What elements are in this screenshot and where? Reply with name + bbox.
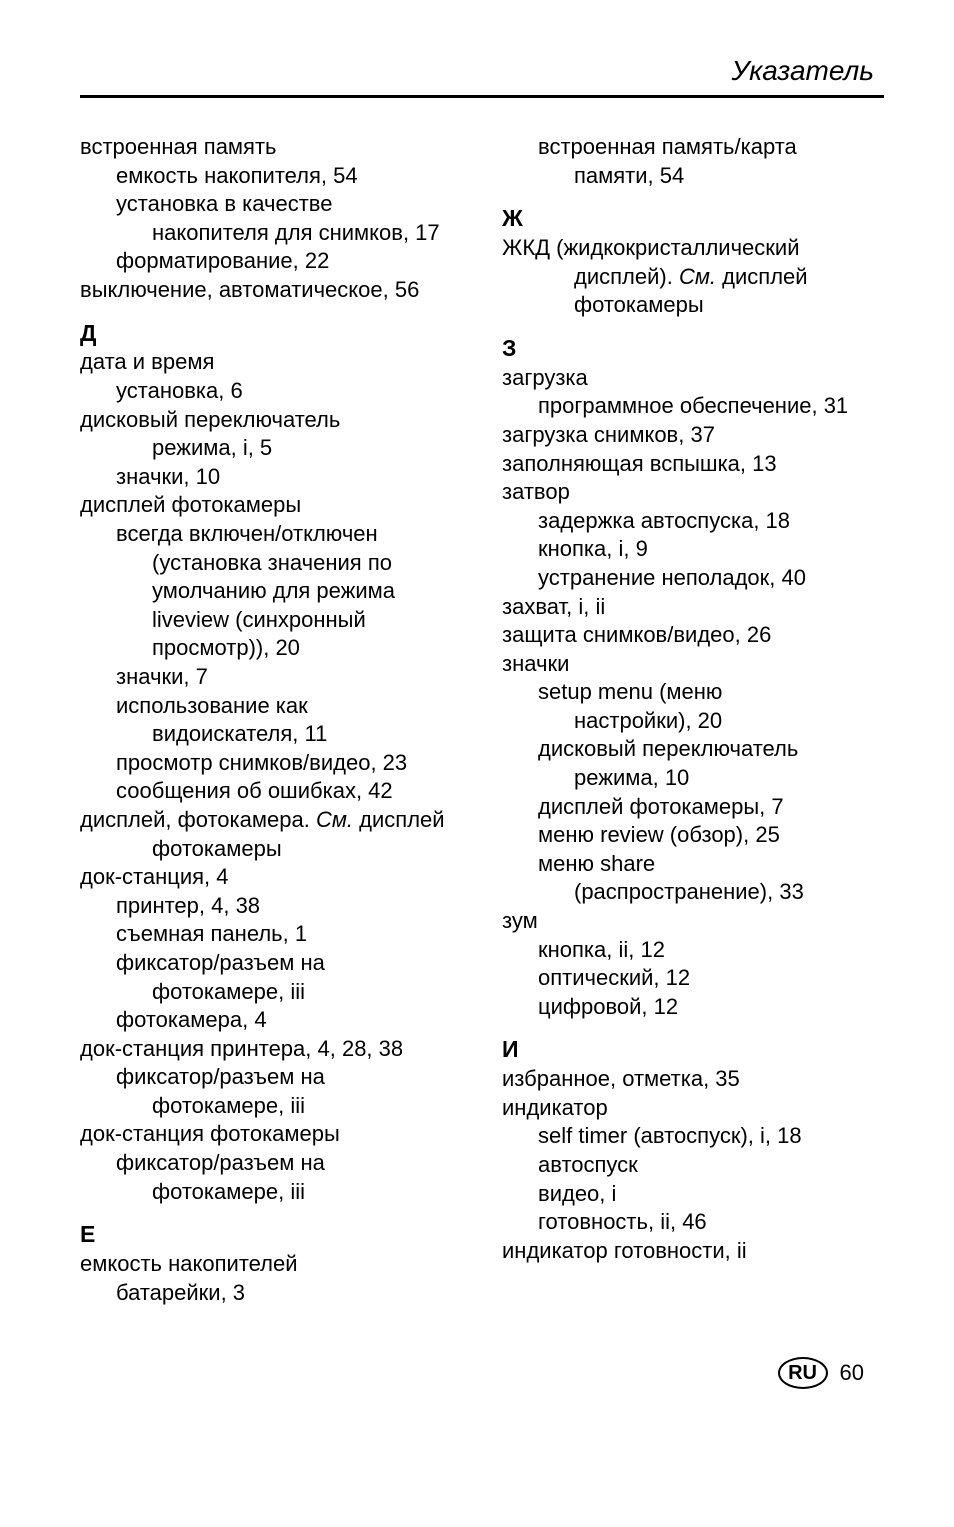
section-heading: И — [502, 1035, 884, 1065]
index-entry: затвор — [502, 478, 884, 507]
page-number: 60 — [840, 1360, 864, 1386]
index-entry: съемная панель, 1 — [80, 920, 462, 949]
index-entry: меню review (обзор), 25 — [502, 821, 884, 850]
index-entry: форматирование, 22 — [80, 247, 462, 276]
index-entry: всегда включен/отключен — [80, 520, 462, 549]
index-entry: режима, i, 5 — [80, 434, 462, 463]
index-entry: фотокамере, iii — [80, 978, 462, 1007]
index-entry: загрузка снимков, 37 — [502, 421, 884, 450]
index-entry: дисплей фотокамеры, 7 — [502, 793, 884, 822]
index-entry: видео, i — [502, 1180, 884, 1209]
index-entry: дата и время — [80, 348, 462, 377]
index-column-right: встроенная память/картапамяти, 54 ЖЖКД (ж… — [502, 133, 884, 1307]
index-entry: настройки), 20 — [502, 707, 884, 736]
language-badge: RU — [778, 1357, 828, 1389]
index-entry: фотокамере, iii — [80, 1178, 462, 1207]
header-rule — [80, 95, 884, 98]
index-entry: индикатор готовности, ii — [502, 1237, 884, 1266]
index-entry: кнопка, ii, 12 — [502, 936, 884, 965]
index-entry: встроенная память — [80, 133, 462, 162]
index-entry: дисплей). См. дисплей — [502, 263, 884, 292]
index-entry: фотокамере, iii — [80, 1092, 462, 1121]
index-entry: принтер, 4, 38 — [80, 892, 462, 921]
index-entry: устранение неполадок, 40 — [502, 564, 884, 593]
index-entry: просмотр снимков/видео, 23 — [80, 749, 462, 778]
index-entry: значки — [502, 650, 884, 679]
index-entry: фотокамера, 4 — [80, 1006, 462, 1035]
index-entry: программное обеспечение, 31 — [502, 392, 884, 421]
index-entry: цифровой, 12 — [502, 993, 884, 1022]
index-entry: оптический, 12 — [502, 964, 884, 993]
index-entry: self timer (автоспуск), i, 18 — [502, 1122, 884, 1151]
index-entry: кнопка, i, 9 — [502, 535, 884, 564]
index-entry: (установка значения по — [80, 549, 462, 578]
index-entry: setup menu (меню — [502, 678, 884, 707]
section-heading: Е — [80, 1220, 462, 1250]
index-entry: значки, 7 — [80, 663, 462, 692]
index-entry: меню share — [502, 850, 884, 879]
index-entry: автоспуск — [502, 1151, 884, 1180]
index-entry: фотокамеры — [502, 291, 884, 320]
section-heading: З — [502, 334, 884, 364]
index-entry: ЖКД (жидкокристаллический — [502, 234, 884, 263]
section-heading: Ж — [502, 204, 884, 234]
index-entry: фотокамеры — [80, 835, 462, 864]
index-entry: фиксатор/разъем на — [80, 1063, 462, 1092]
index-entry: дисковый переключатель — [80, 406, 462, 435]
index-entry: просмотр)), 20 — [80, 634, 462, 663]
index-entry: значки, 10 — [80, 463, 462, 492]
index-entry: выключение, автоматическое, 56 — [80, 276, 462, 305]
index-entry: дисплей фотокамеры — [80, 491, 462, 520]
index-entry: захват, i, ii — [502, 593, 884, 622]
index-entry: дисковый переключатель — [502, 735, 884, 764]
index-entry: режима, 10 — [502, 764, 884, 793]
index-entry: емкость накопителей — [80, 1250, 462, 1279]
index-columns: встроенная памятьемкость накопителя, 54у… — [80, 133, 884, 1307]
index-entry: видоискателя, 11 — [80, 720, 462, 749]
index-entry: емкость накопителя, 54 — [80, 162, 462, 191]
index-entry: готовность, ii, 46 — [502, 1208, 884, 1237]
index-entry: защита снимков/видео, 26 — [502, 621, 884, 650]
index-entry: сообщения об ошибках, 42 — [80, 777, 462, 806]
index-entry: установка, 6 — [80, 377, 462, 406]
section-heading: Д — [80, 319, 462, 349]
index-entry: док-станция принтера, 4, 28, 38 — [80, 1035, 462, 1064]
index-entry: фиксатор/разъем на — [80, 949, 462, 978]
index-entry: док-станция, 4 — [80, 863, 462, 892]
index-entry: (распространение), 33 — [502, 878, 884, 907]
index-entry: индикатор — [502, 1094, 884, 1123]
index-entry: загрузка — [502, 364, 884, 393]
index-entry: избранное, отметка, 35 — [502, 1065, 884, 1094]
index-entry: зум — [502, 907, 884, 936]
index-entry: использование как — [80, 692, 462, 721]
page-title: Указатель — [80, 55, 884, 87]
index-entry: liveview (синхронный — [80, 606, 462, 635]
footer: RU 60 — [80, 1357, 884, 1389]
index-entry: памяти, 54 — [502, 162, 884, 191]
index-entry: батарейки, 3 — [80, 1279, 462, 1308]
page: Указатель встроенная памятьемкость накоп… — [0, 0, 954, 1419]
index-entry: фиксатор/разъем на — [80, 1149, 462, 1178]
index-entry: накопителя для снимков, 17 — [80, 219, 462, 248]
index-entry: встроенная память/карта — [502, 133, 884, 162]
index-entry: задержка автоспуска, 18 — [502, 507, 884, 536]
index-column-left: встроенная памятьемкость накопителя, 54у… — [80, 133, 462, 1307]
index-entry: установка в качестве — [80, 190, 462, 219]
index-entry: заполняющая вспышка, 13 — [502, 450, 884, 479]
index-entry: док-станция фотокамеры — [80, 1120, 462, 1149]
index-entry: умолчанию для режима — [80, 577, 462, 606]
index-entry: дисплей, фотокамера. См. дисплей — [80, 806, 462, 835]
